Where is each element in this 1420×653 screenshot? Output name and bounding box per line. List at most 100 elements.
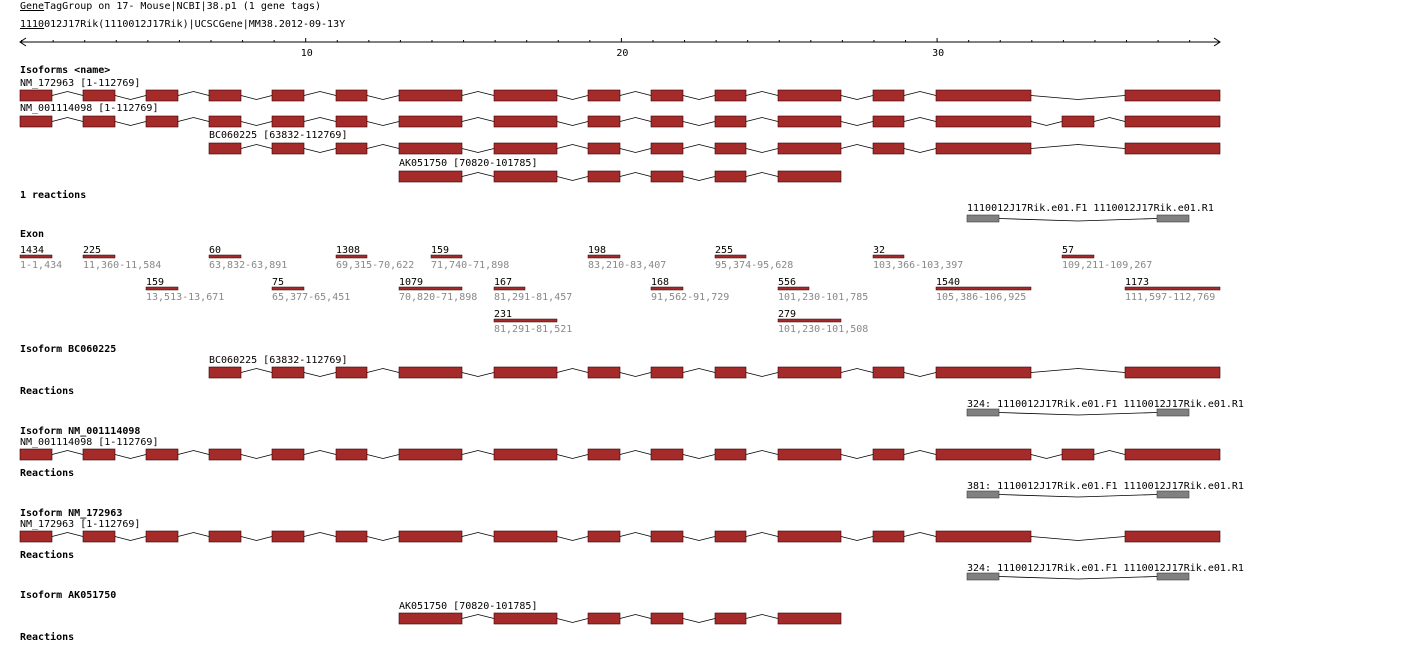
ruler-left-arrow <box>19 37 27 47</box>
header-line-2: 1110012J17Rik(1110012J17Rik)|UCSCGene|MM… <box>20 19 345 30</box>
primer-forward <box>966 572 1000 581</box>
intron-line <box>1030 121 1063 126</box>
exon-block <box>335 89 368 102</box>
exon-block <box>587 612 621 625</box>
exon-bar <box>493 286 526 291</box>
intron-line <box>366 368 400 373</box>
amplicon-line <box>998 218 1158 222</box>
intron-line <box>556 144 589 149</box>
exon-block <box>271 366 305 379</box>
intron-line <box>682 618 716 623</box>
intron-line <box>840 121 874 126</box>
exon-block <box>493 89 558 102</box>
isoform-detail-title: Isoform NM_172963 <box>20 508 122 519</box>
reactions-title: Reactions <box>20 631 74 643</box>
header-line-2-suffix: Y <box>339 19 346 30</box>
intron-line <box>903 532 937 537</box>
intron-line <box>619 91 652 96</box>
intron-line <box>51 117 84 122</box>
exon-block <box>650 366 684 379</box>
reaction-glyph <box>966 214 1190 223</box>
exon-block <box>872 115 905 128</box>
exon-length-label: 57 <box>1062 245 1074 256</box>
exon-block <box>19 448 53 461</box>
intron-line <box>619 172 652 177</box>
intron-line <box>745 614 779 619</box>
reactions-section-title: 1 reactions <box>20 190 87 201</box>
exon-length-label: 198 <box>588 245 606 256</box>
intron-line <box>903 372 937 377</box>
exon-range-label: 95,374-95,628 <box>715 260 793 271</box>
exon-block <box>398 142 463 155</box>
exon-block <box>271 142 305 155</box>
exon-block <box>271 448 305 461</box>
header-gene-id-link[interactable]: 1110 <box>20 19 45 30</box>
exon-bar <box>271 286 305 291</box>
exon-block <box>777 89 842 102</box>
isoform-detail-label: AK051750 [70820-101785] <box>399 601 537 612</box>
exon-block <box>208 366 242 379</box>
exon-block <box>777 170 842 183</box>
exon-block <box>872 89 905 102</box>
primer-forward <box>966 490 1000 499</box>
exon-range-label: 81,291-81,521 <box>494 324 572 335</box>
exon-range-label: 83,210-83,407 <box>588 260 666 271</box>
reaction-label: 324: 1110012J17Rik.e01.F1 1110012J17Rik.… <box>967 563 1244 574</box>
exon-block <box>935 530 1032 543</box>
exon-block <box>714 612 747 625</box>
exon-block <box>145 89 179 102</box>
intron-line <box>619 148 652 153</box>
isoform-detail-label: BC060225 [63832-112769] <box>209 355 347 366</box>
ruler-tick-label: 10 <box>301 48 313 59</box>
exon-range-label: 109,211-109,267 <box>1062 260 1152 271</box>
intron-line <box>51 91 84 96</box>
exon-block <box>587 366 621 379</box>
intron-line <box>556 618 589 623</box>
intron-line <box>177 91 210 96</box>
intron-line <box>461 172 495 177</box>
intron-line <box>840 95 874 100</box>
intron-line <box>303 117 337 122</box>
exon-bar <box>714 254 747 259</box>
exon-bar <box>777 286 810 291</box>
intron-line <box>366 454 400 459</box>
amplicon-line <box>998 576 1158 580</box>
exon-bar <box>398 286 463 291</box>
exon-length-label: 279 <box>778 309 796 320</box>
intron-line <box>240 368 273 373</box>
exon-block <box>335 530 368 543</box>
exon-bar <box>872 254 905 259</box>
exon-block <box>714 115 747 128</box>
exon-bar <box>587 254 621 259</box>
exon-bar <box>430 254 463 259</box>
intron-line <box>1030 368 1126 373</box>
intron-line <box>303 148 337 153</box>
exon-block <box>587 142 621 155</box>
header-gene-link[interactable]: Gene <box>20 1 45 12</box>
exon-block <box>587 448 621 461</box>
intron-line <box>461 117 495 122</box>
exon-block <box>145 530 179 543</box>
intron-line <box>682 121 716 126</box>
exon-range-label: 69,315-70,622 <box>336 260 414 271</box>
exon-block <box>398 115 463 128</box>
exon-block <box>208 142 242 155</box>
intron-line <box>556 368 589 373</box>
reaction-label: 324: 1110012J17Rik.e01.F1 1110012J17Rik.… <box>967 399 1244 410</box>
exon-range-label: 105,386-106,925 <box>936 292 1026 303</box>
exon-length-label: 168 <box>651 277 669 288</box>
exon-range-label: 11,360-11,584 <box>83 260 161 271</box>
exon-block <box>493 170 558 183</box>
exon-block <box>398 612 463 625</box>
reactions-title: Reactions <box>20 385 74 397</box>
exon-block <box>872 142 905 155</box>
intron-line <box>240 536 273 541</box>
intron-line <box>682 536 716 541</box>
exon-block <box>872 366 905 379</box>
intron-line <box>682 454 716 459</box>
exon-block <box>587 115 621 128</box>
ruler-right-arrow <box>1213 37 1221 47</box>
exon-block <box>82 448 116 461</box>
exon-block <box>714 448 747 461</box>
intron-line <box>366 95 400 100</box>
